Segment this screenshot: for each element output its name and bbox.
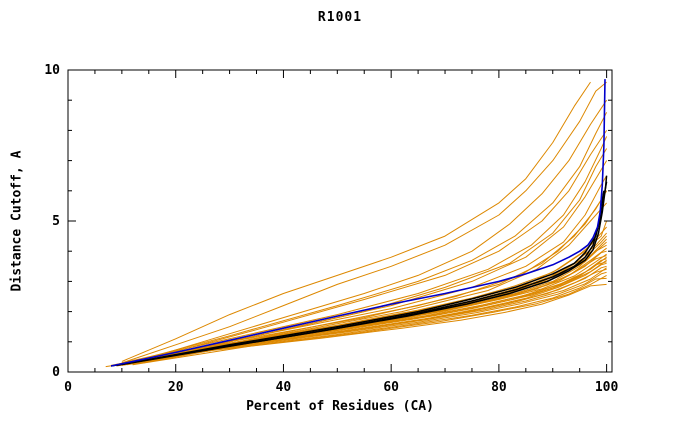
- chart-line: [116, 277, 607, 367]
- y-tick-label: 10: [44, 63, 60, 78]
- chart-line: [121, 136, 608, 364]
- chart-title: R1001: [317, 10, 363, 25]
- x-tick-label: 40: [276, 380, 292, 395]
- chart-line: [137, 130, 608, 362]
- x-tick-label: 80: [491, 380, 507, 395]
- chart-line: [110, 79, 606, 367]
- chart-line: [110, 175, 608, 367]
- chart-line: [116, 190, 605, 367]
- chart-line: [121, 81, 591, 362]
- chart-line: [143, 160, 608, 362]
- chart-line: [105, 283, 607, 368]
- x-tick-label: 0: [64, 380, 72, 395]
- chart-line: [132, 190, 608, 364]
- chart-line: [132, 99, 608, 364]
- x-tick-label: 20: [168, 380, 184, 395]
- chart-line: [121, 271, 607, 366]
- x-tick-label: 60: [383, 380, 399, 395]
- chart-line: [127, 112, 608, 364]
- x-tick-label: 100: [595, 380, 619, 395]
- x-axis-label: Percent of Residues (CA): [246, 399, 434, 414]
- chart-line: [116, 190, 608, 365]
- y-tick-label: 5: [52, 214, 60, 229]
- y-tick-label: 0: [52, 365, 60, 380]
- chart-line: [111, 268, 607, 367]
- chart-line: [121, 181, 608, 366]
- chart-line: [121, 175, 608, 364]
- chart-line: [121, 81, 607, 364]
- chart-line: [127, 202, 607, 364]
